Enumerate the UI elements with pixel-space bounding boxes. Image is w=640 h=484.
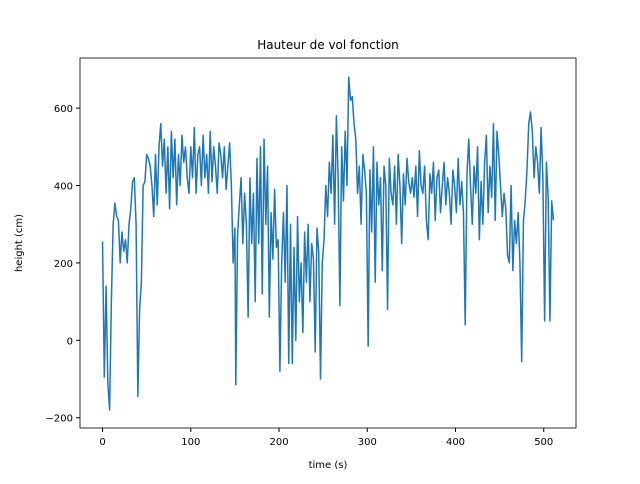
y-tick-label: 600 <box>54 104 73 115</box>
y-tick-label: 400 <box>54 182 73 193</box>
chart-title: Hauteur de vol fonction <box>257 38 399 52</box>
x-axis-label: time (s) <box>309 460 348 471</box>
x-tick-label: 400 <box>446 437 465 448</box>
x-tick-label: 0 <box>99 437 105 448</box>
x-tick-label: 200 <box>269 437 288 448</box>
plot-frame <box>79 57 577 429</box>
x-tick-label: 500 <box>534 437 553 448</box>
y-tick-label: 0 <box>67 336 73 347</box>
y-tick-label: 200 <box>54 259 73 270</box>
x-tick-label: 300 <box>358 437 377 448</box>
line-series <box>101 76 555 411</box>
y-axis-label: height (cm) <box>14 214 25 272</box>
y-tick-label: −200 <box>46 414 73 425</box>
x-tick-label: 100 <box>181 437 200 448</box>
